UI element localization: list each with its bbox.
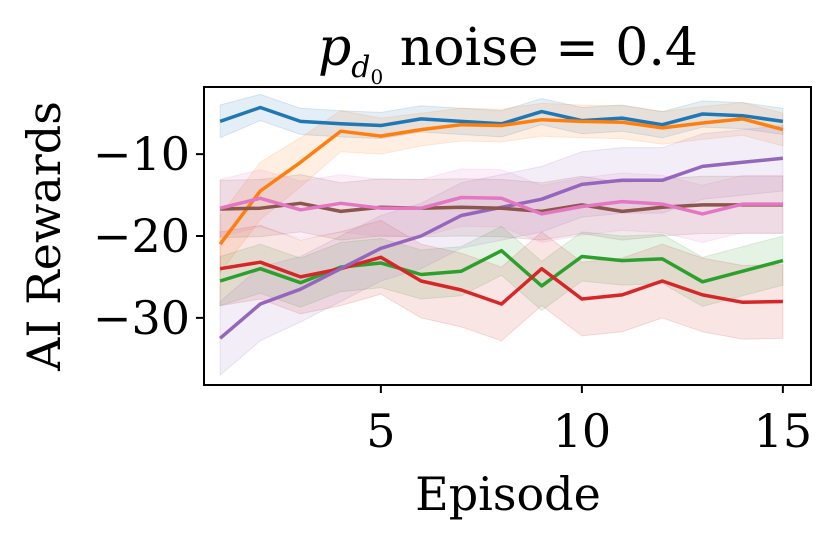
chart-title: pd0 noise = 0.4 [318, 18, 698, 89]
x-axis: 5 10 15 [366, 385, 812, 458]
y-tick-label: −10 [93, 127, 190, 181]
series-2-band [219, 225, 784, 312]
chart-title-var: p [318, 18, 351, 78]
series-3-line [219, 255, 783, 306]
chart-title-subsub: 0 [371, 65, 384, 89]
y-axis-label: AI Rewards [17, 101, 71, 372]
chart-title-sub: d [351, 50, 370, 85]
series-4-band [219, 124, 784, 377]
x-axis-label: Episode [415, 467, 601, 521]
series-6-line [219, 195, 783, 216]
series-1-band [219, 102, 784, 275]
chart-title-rest: noise = 0.4 [383, 18, 698, 78]
series-3-band [219, 219, 784, 342]
series-0-band [219, 93, 784, 140]
y-axis: −10 −20 −30 [93, 127, 204, 345]
x-tick-label: 5 [366, 404, 395, 458]
x-tick-label: 10 [553, 404, 612, 458]
y-tick-label: −20 [93, 209, 190, 263]
y-tick-label: −30 [93, 291, 190, 345]
series-2-line [219, 248, 784, 288]
x-tick-label: 15 [754, 404, 813, 458]
plot-area [218, 93, 784, 377]
series-1-line [218, 117, 784, 246]
